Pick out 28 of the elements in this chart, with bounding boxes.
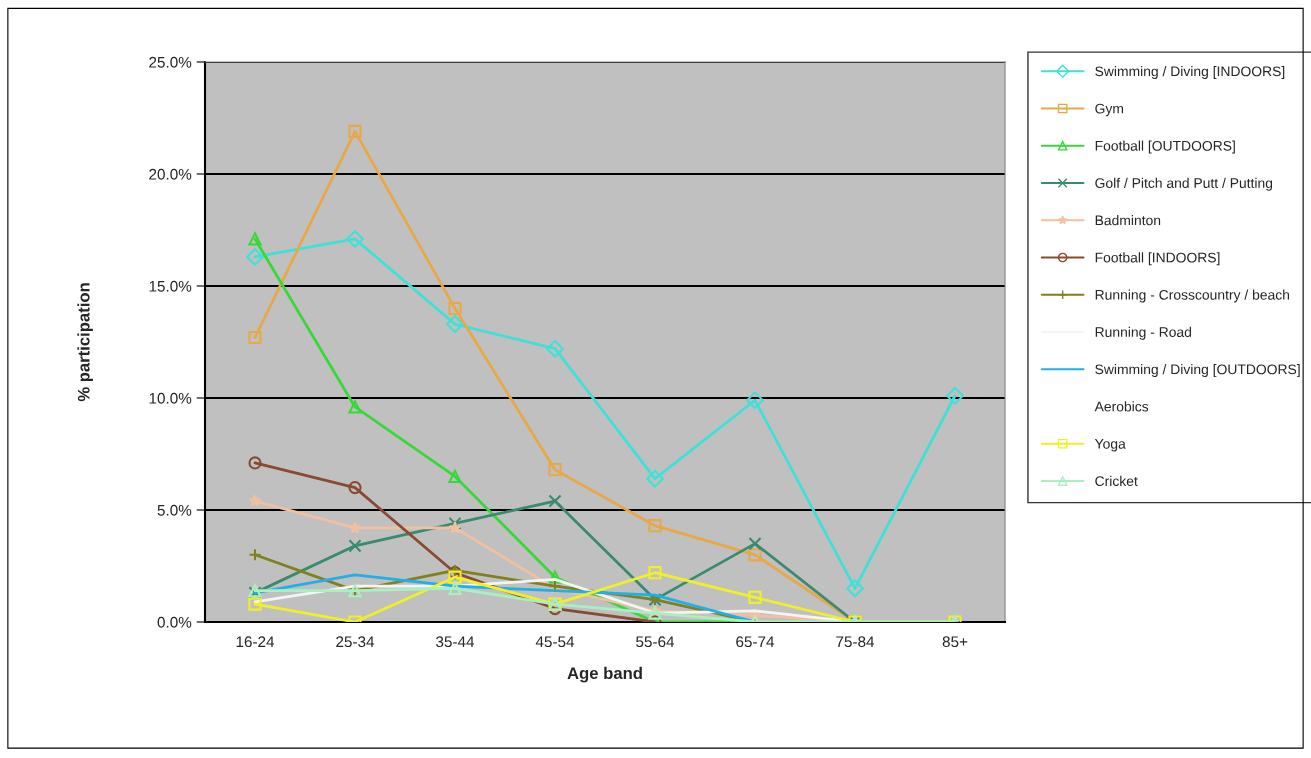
- y-tick-label: 0.0%: [157, 616, 192, 628]
- x-tick-label: 16-24: [236, 636, 275, 648]
- text: Aerobics: [1094, 401, 1149, 412]
- x-tick-label: 55-64: [636, 636, 675, 648]
- y-tick-label: 5.0%: [157, 504, 192, 516]
- legend-label: Running - Crosscountry / beach: [1095, 289, 1290, 303]
- x-tick-label: 75-84: [836, 636, 875, 648]
- x-tick-label: 45-54: [535, 636, 575, 648]
- legend-label: Golf / Pitch and Putt / Putting: [1095, 177, 1273, 191]
- legend-label: Cricket: [1095, 475, 1138, 487]
- x-axis-title: Age band: [567, 666, 642, 683]
- x-tick-label: 25-34: [336, 636, 375, 648]
- x-tick-label: 35-44: [436, 636, 475, 648]
- legend-label: Gym: [1095, 103, 1124, 117]
- x-tick-label: 65-74: [736, 636, 775, 648]
- x-tick-label: 85+: [942, 636, 968, 648]
- legend-label: Running - Road: [1095, 326, 1191, 340]
- y-tick-label: 20.0%: [149, 168, 192, 180]
- legend-label: Football [INDOORS]: [1095, 252, 1220, 266]
- y-axis-title: % participation: [77, 283, 93, 402]
- legend-label: Swimming / Diving [INDOORS]: [1095, 66, 1285, 79]
- y-tick-label: 15.0%: [149, 280, 192, 292]
- y-tick-label: 25.0%: [149, 56, 192, 68]
- y-tick-label: 10.0%: [149, 392, 192, 404]
- legend-label: Yoga: [1094, 439, 1126, 452]
- legend-label: Football [OUTDOORS]: [1095, 140, 1235, 154]
- legend-label: Swimming / Diving [OUTDOORS]: [1095, 364, 1300, 377]
- legend-label: Badminton: [1095, 215, 1161, 226]
